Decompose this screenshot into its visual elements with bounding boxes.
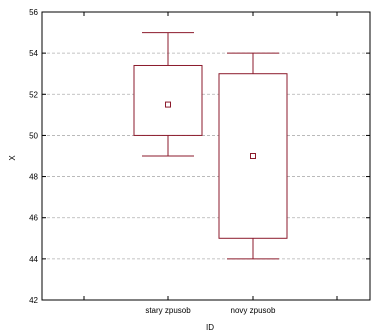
y-tick-label: 42 [29,296,38,305]
x-tick-label: stary zpusob [145,306,191,315]
y-tick-label: 54 [29,49,38,58]
box-2 [218,52,288,260]
grid-lines [42,52,370,260]
y-axis-title: X [8,155,17,161]
plot-border [41,11,371,301]
y-tick-label: 44 [29,255,38,264]
median-marker [165,101,171,108]
median-marker [250,153,256,159]
tick-labels: 42 44 46 48 50 52 54 56 stary zpusob novy zpusob [29,8,276,315]
box-series [133,32,288,260]
y-tick-label: 48 [29,173,38,182]
box-rect [133,64,203,136]
y-tick-label: 56 [29,8,38,17]
box-1 [133,32,203,157]
x-tick-label: novy zpusob [231,306,276,315]
y-tick-label: 46 [29,214,38,223]
y-tick-label: 50 [29,131,38,140]
y-tick-label: 52 [29,90,38,99]
plot-frame [41,11,371,301]
x-axis-title: ID [206,323,214,332]
